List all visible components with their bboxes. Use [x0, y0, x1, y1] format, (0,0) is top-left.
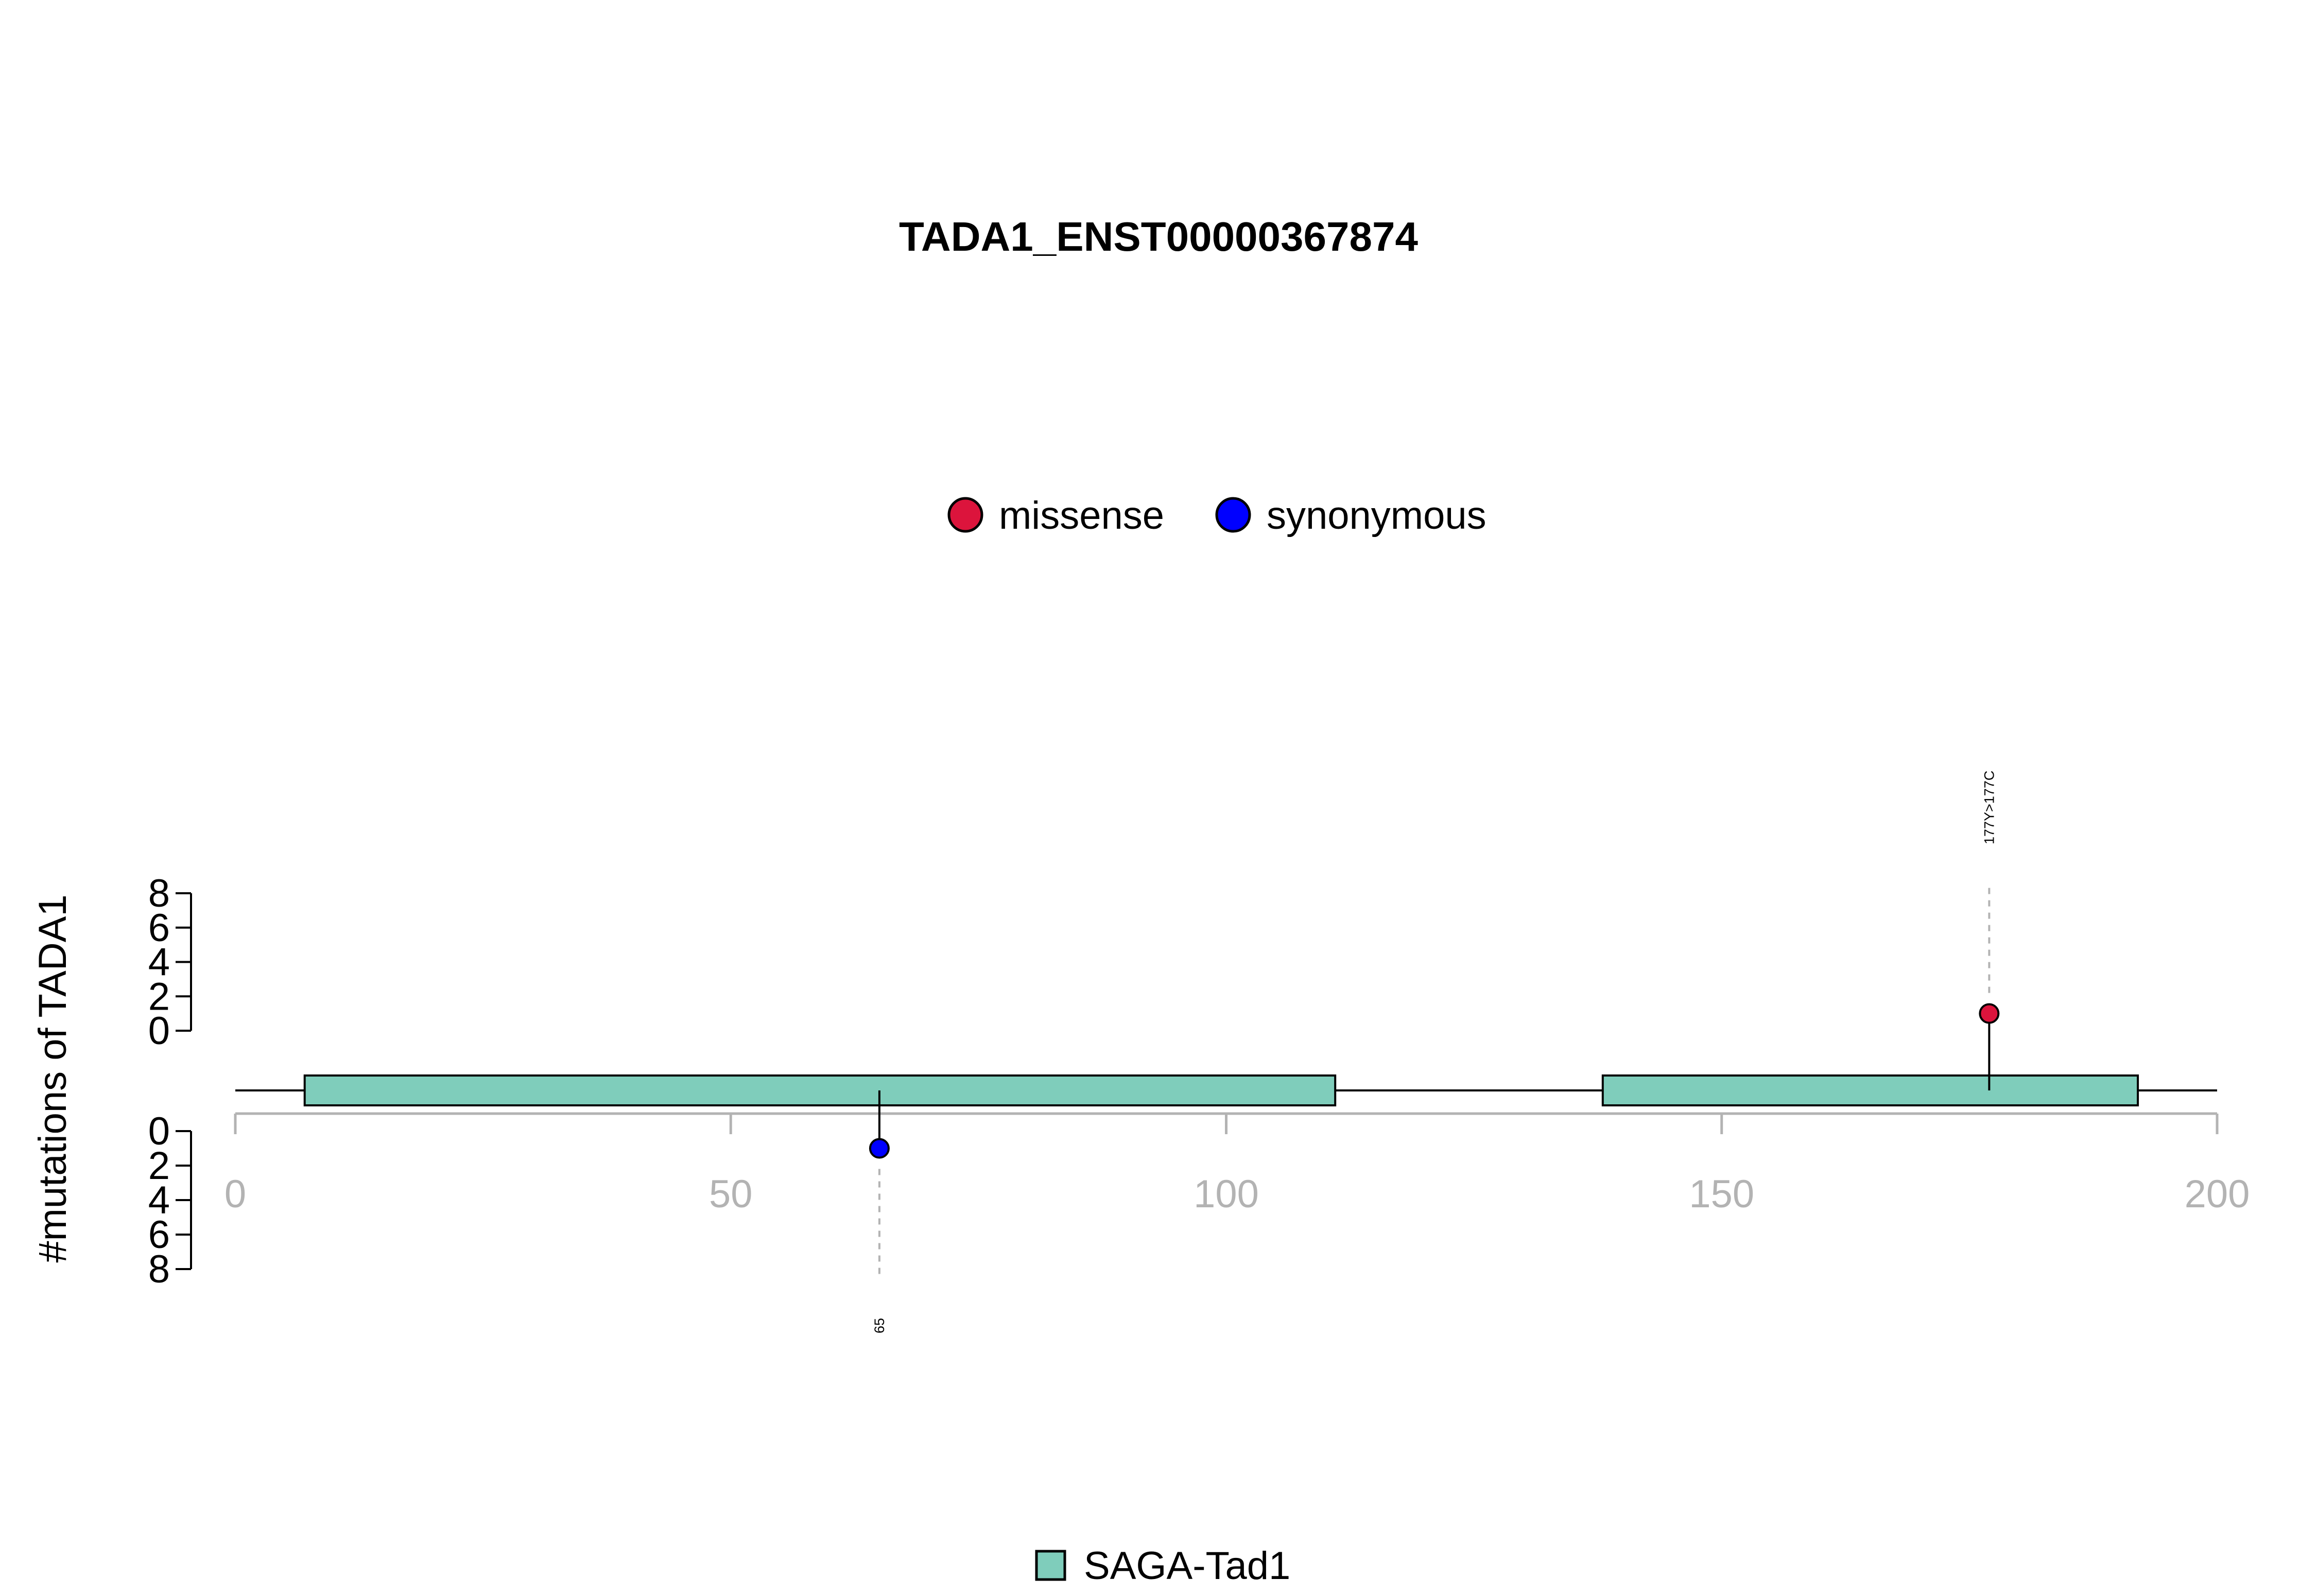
x-axis: 0 50 100 150 200: [224, 1112, 2250, 1216]
y-axis-top-tick-label: 4: [148, 941, 170, 984]
y-axis-bottom-tick-label: 0: [148, 1109, 170, 1153]
x-axis-tick-label: 150: [1689, 1172, 1754, 1216]
y-axis-label: #mutations of TADA1: [31, 894, 75, 1262]
legend-label-domain: SAGA-Tad1: [1084, 1544, 1290, 1588]
chart-title: TADA1_ENST00000367874: [899, 214, 1419, 259]
x-axis-tick-label: 200: [2185, 1172, 2250, 1216]
y-axis-bottom-tick-label: 4: [148, 1178, 170, 1222]
legend-swatch-synonymous: [1215, 497, 1251, 533]
y-axis-bottom-tick-label: 8: [148, 1247, 170, 1291]
mutation-point-missense: [1979, 1003, 2000, 1024]
mutation-point-synonymous: [869, 1138, 890, 1159]
y-axis-top-tick-label: 8: [148, 872, 170, 915]
domain-box-1: [303, 1074, 1337, 1106]
mutation-label: 177Y>177C: [1981, 771, 1997, 844]
y-axis-bottom-tick-label: 6: [148, 1213, 170, 1257]
legend-label-missense: missense: [999, 494, 1164, 537]
x-axis-tick-label: 50: [709, 1172, 753, 1216]
x-axis-tick-label: 100: [1194, 1172, 1259, 1216]
y-axis-bottom-tick-label: 2: [148, 1144, 170, 1188]
legend-swatch-missense: [947, 497, 983, 533]
legend-swatch-domain: [1035, 1550, 1066, 1581]
legend-top: missense synonymous: [947, 494, 1486, 537]
y-axis-top-tick-label: 2: [148, 975, 170, 1018]
mutation-label: 65: [872, 1318, 887, 1333]
x-axis-tick-label: 0: [224, 1172, 246, 1216]
y-axis-top-tick-label: 6: [148, 906, 170, 950]
mutation-lollipops: 177Y>177C 65: [869, 771, 2000, 1333]
domain-track: [303, 1074, 2139, 1106]
legend-bottom: SAGA-Tad1: [1035, 1544, 1290, 1588]
legend-label-synonymous: synonymous: [1267, 494, 1486, 537]
domain-box-2: [1601, 1074, 2139, 1106]
y-axis-top-tick-label: 0: [148, 1009, 170, 1053]
